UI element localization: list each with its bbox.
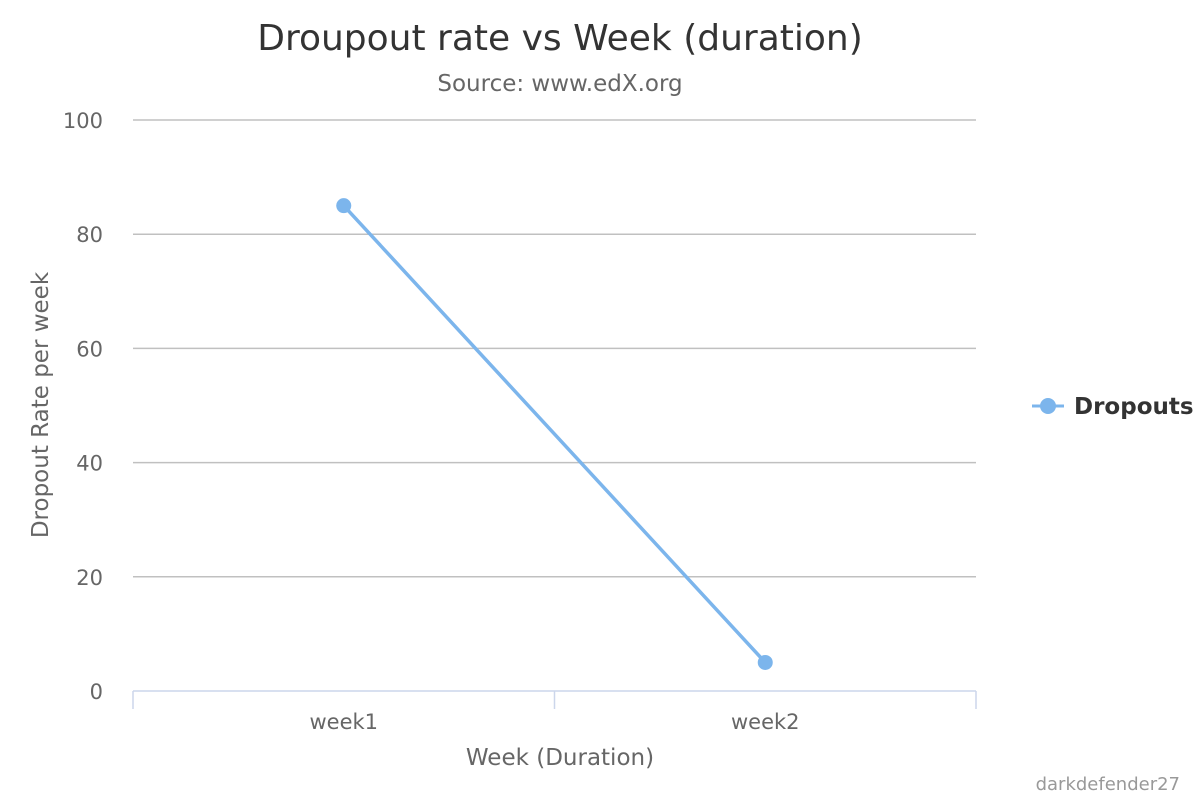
data-point[interactable]	[757, 654, 773, 670]
chart-subtitle: Source: www.edX.org	[437, 71, 682, 97]
x-axis: week1 week2	[132, 690, 977, 734]
chart-credit[interactable]: darkdefender27	[1036, 774, 1180, 795]
y-tick-label: 60	[76, 337, 103, 361]
y-tick-label: 20	[76, 566, 103, 590]
y-tick-label: 100	[63, 109, 103, 133]
series-dropouts[interactable]	[336, 198, 773, 670]
y-axis-title: Dropout Rate per week	[28, 271, 54, 538]
x-tick-label: week2	[731, 710, 800, 734]
y-tick-label: 40	[76, 452, 103, 476]
series-line	[342, 203, 767, 665]
x-tick-label: week1	[309, 710, 378, 734]
y-tick-label: 80	[76, 223, 103, 247]
y-axis-tick-labels: 0 20 40 60 80 100	[63, 109, 103, 704]
x-axis-title: Week (Duration)	[466, 745, 654, 771]
legend[interactable]: Dropouts	[1032, 394, 1194, 420]
legend-dot-marker	[1040, 398, 1056, 414]
gridlines	[133, 119, 976, 578]
data-point[interactable]	[336, 198, 352, 214]
y-tick-label: 0	[90, 680, 103, 704]
legend-item-dropouts[interactable]: Dropouts	[1074, 394, 1194, 420]
chart-title: Droupout rate vs Week (duration)	[257, 18, 863, 59]
